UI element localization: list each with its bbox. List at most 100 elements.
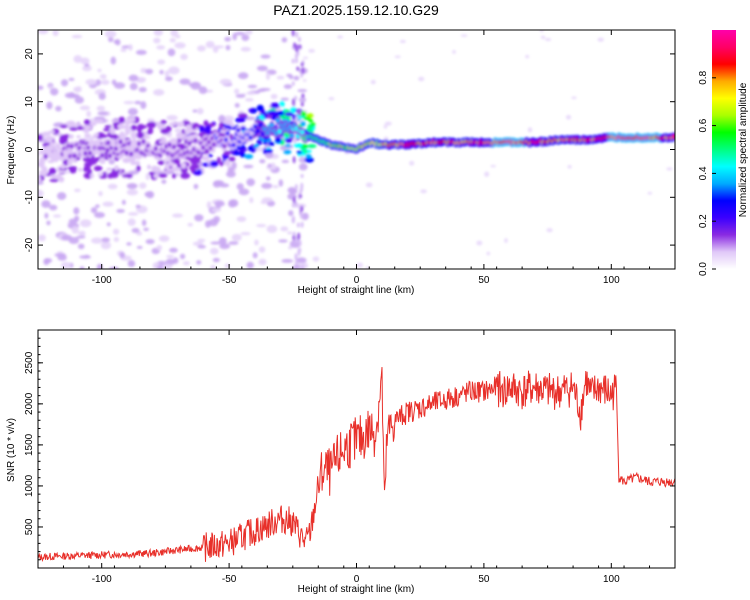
spectrogram-noise-blob — [238, 188, 250, 196]
spectrogram-ridge-point — [193, 138, 198, 144]
spectrogram-band-blob — [142, 125, 147, 129]
bottom-y-axis-label: SNR (10 * v/v) — [6, 418, 17, 482]
spectrogram-noise-blob — [190, 81, 202, 90]
spectrogram-noise-blob — [567, 164, 572, 169]
spectrogram-noise-blob — [224, 36, 232, 42]
spectrogram-band-blob — [68, 134, 74, 139]
spectrogram-noise-blob — [420, 189, 427, 194]
spectrogram-noise-blob — [254, 239, 259, 246]
spectrogram-band-blob — [270, 103, 280, 109]
top-y-tick-label: 0 — [24, 146, 35, 152]
spectrogram-noise-blob — [158, 235, 170, 242]
spectrogram-noise-blob — [90, 207, 98, 214]
spectrogram-noise-blob — [219, 243, 231, 250]
bottom-x-tick-label: 100 — [603, 574, 620, 585]
spectrogram-noise-blob — [113, 236, 120, 242]
spectrogram-noise-blob — [452, 49, 456, 54]
spectrogram-band-blob — [176, 121, 185, 128]
spectrogram-noise-blob — [161, 179, 167, 184]
spectrogram-band-blob — [94, 119, 102, 124]
spectrogram-noise-blob — [240, 46, 251, 52]
spectrogram-noise-blob — [73, 55, 83, 63]
spectrogram-noise-blob — [61, 234, 73, 241]
spectrogram-band-blob — [308, 119, 314, 123]
spectrogram-noise-blob — [165, 76, 173, 82]
spectrogram-streak-blob — [292, 215, 296, 224]
spectrogram-noise-blob — [196, 45, 206, 52]
spectrogram-streak-blob — [294, 260, 298, 266]
spectrogram-band-blob — [90, 173, 95, 179]
spectrogram-band-blob — [118, 116, 125, 124]
spectrogram-noise-blob — [77, 243, 85, 250]
spectrogram-noise-blob — [260, 54, 271, 59]
spectrogram-band-blob — [164, 164, 170, 170]
spectrogram-noise-blob — [56, 192, 67, 200]
spectrogram-noise-blob — [256, 223, 267, 228]
spectrogram-ridge-point — [124, 150, 129, 156]
spectrogram-noise-blob — [153, 30, 164, 36]
spectrogram-noise-blob — [214, 45, 225, 49]
spectrogram-ridge-point — [211, 142, 216, 148]
spectrogram-band-blob — [103, 128, 111, 132]
spectrogram-noise-blob — [49, 204, 58, 211]
spectrogram-ridge-point — [671, 134, 675, 139]
spectrogram-noise-blob — [212, 257, 220, 263]
spectrogram-noise-blob — [60, 261, 72, 269]
spectrogram-noise-blob — [272, 185, 279, 189]
spectrogram-noise-blob — [145, 172, 150, 181]
spectrogram-noise-blob — [135, 49, 147, 56]
spectrogram-streak-blob — [293, 138, 297, 144]
spectrogram-ridge-point — [129, 151, 134, 157]
spectrogram-noise-blob — [126, 242, 132, 246]
spectrogram-streak-blob — [291, 98, 295, 107]
spectrogram-noise-blob — [77, 231, 84, 236]
spectrogram-noise-blob — [120, 48, 127, 53]
spectrogram-ridge-point — [276, 117, 281, 123]
spectrogram-noise-blob — [546, 228, 553, 233]
spectrogram-noise-blob — [238, 72, 249, 80]
spectrogram-noise-blob — [240, 232, 251, 236]
spectrogram-band-blob — [122, 157, 131, 164]
spectrogram-noise-blob — [100, 241, 112, 250]
spectrogram-band-blob — [158, 173, 168, 178]
spectrogram-band-blob — [109, 128, 116, 135]
spectrogram-noise-blob — [545, 38, 552, 42]
top-x-tick-label: 0 — [354, 275, 360, 286]
bottom-y-tick-label: 1500 — [24, 433, 35, 456]
bottom-x-tick-label: 50 — [478, 574, 490, 585]
spectrogram-noise-blob — [180, 53, 188, 60]
spectrogram-noise-blob — [95, 204, 100, 208]
spectrogram-noise-blob — [245, 98, 254, 102]
spectrogram-noise-blob — [84, 254, 90, 259]
spectrogram-streak-blob — [294, 201, 298, 208]
spectrogram-noise-blob — [73, 207, 80, 215]
spectrogram-noise-blob — [205, 220, 211, 228]
spectrogram-noise-blob — [394, 55, 401, 59]
spectrogram-noise-blob — [164, 70, 170, 78]
colorbar: 0.0 0.2 0.4 0.6 0.8 — [698, 30, 736, 276]
spectrogram-noise-blob — [214, 200, 225, 207]
spectrogram-ridge-point — [222, 143, 227, 149]
spectrogram-band-blob — [197, 168, 202, 173]
spectrogram-ridge-point — [72, 153, 77, 159]
spectrogram-noise-blob — [196, 107, 204, 115]
colorbar-tick-label: 0.8 — [698, 70, 709, 84]
spectrogram-noise-blob — [74, 188, 81, 193]
colorbar-tick-label: 0.4 — [698, 166, 709, 180]
spectrogram-band-blob — [153, 173, 159, 179]
spectrogram-band-blob — [283, 149, 292, 155]
spectrogram-noise-blob — [74, 96, 84, 104]
colorbar-gradient — [712, 30, 736, 269]
spectrogram-band-blob — [67, 166, 78, 171]
spectrogram-noise-blob — [281, 159, 290, 164]
spectrogram-streak-blob — [294, 253, 298, 261]
spectrogram-noise-blob — [84, 63, 90, 67]
spectrogram-noise-blob — [135, 204, 141, 209]
spectrogram-noise-blob — [196, 260, 202, 265]
bottom-x-tick-label: -100 — [92, 574, 112, 585]
top-x-tick-label: 50 — [478, 275, 490, 286]
spectrogram-noise-blob — [308, 48, 315, 53]
spectrogram-band-blob — [185, 124, 192, 131]
spectrogram-noise-blob — [267, 163, 272, 168]
